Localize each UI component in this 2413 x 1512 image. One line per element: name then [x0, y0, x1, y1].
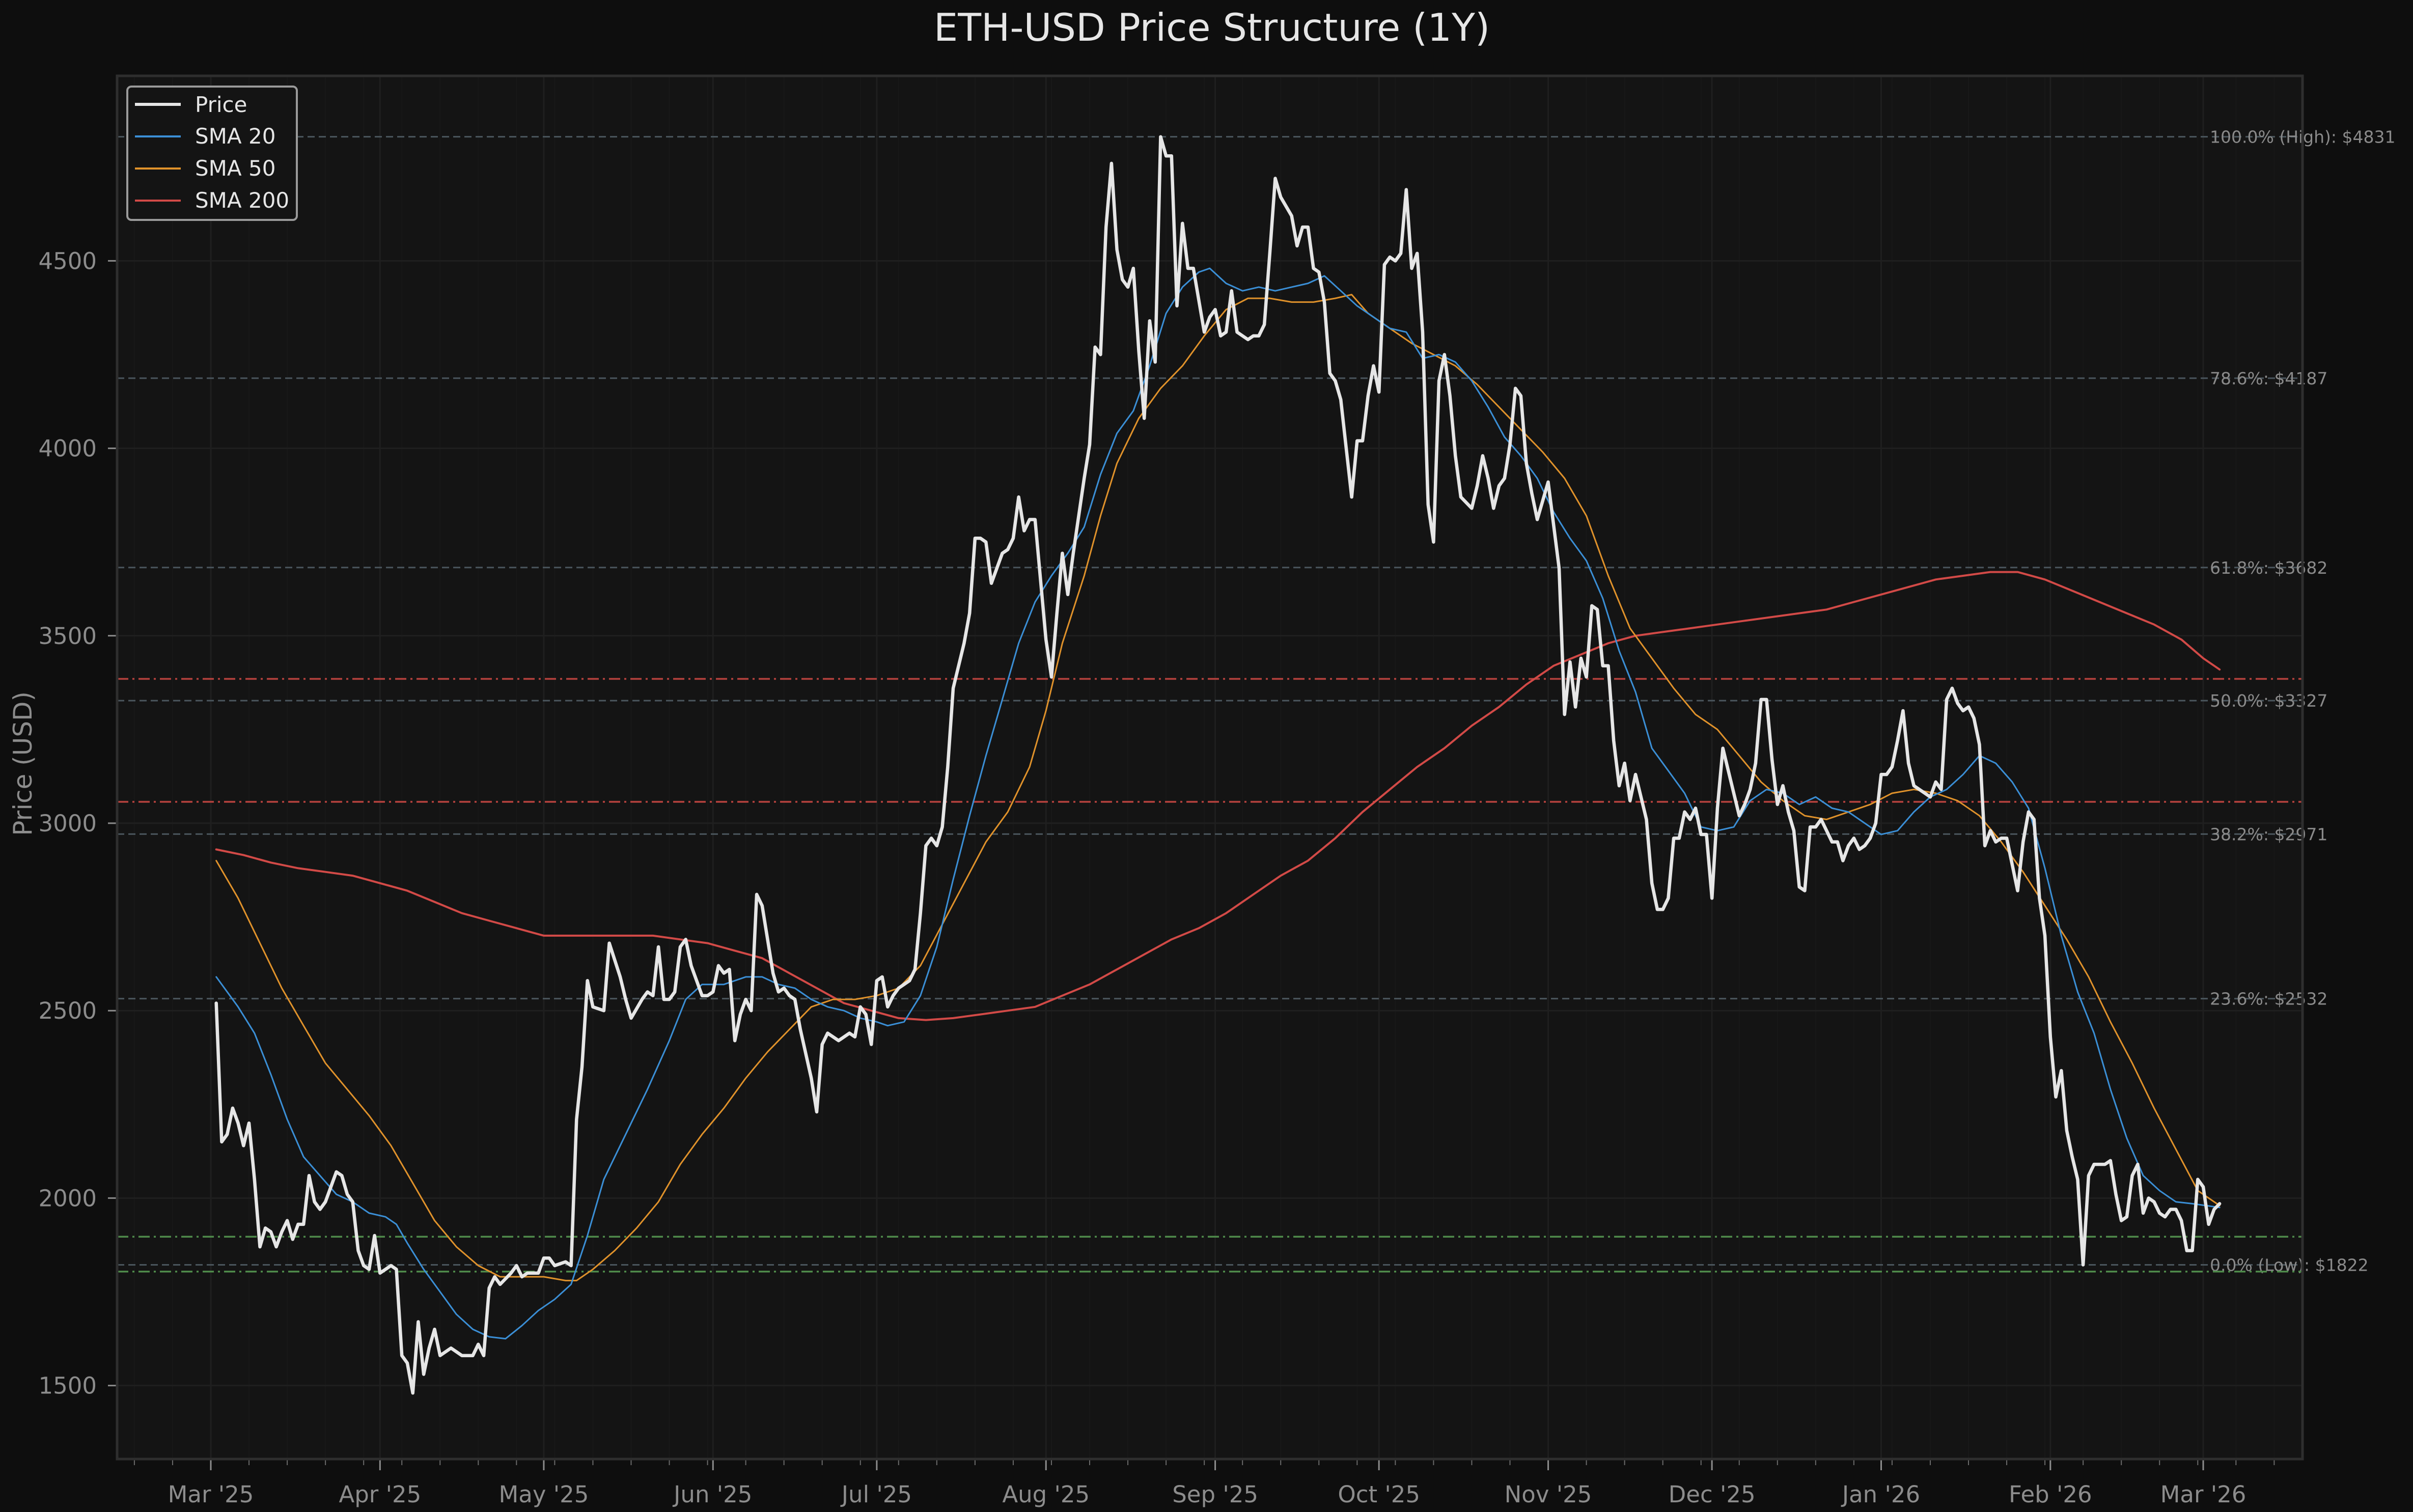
y-axis-label: Price (USD): [8, 691, 38, 836]
series-price: [214, 135, 2222, 1395]
x-tick-label: May '25: [498, 1481, 589, 1508]
legend: Price SMA 20 SMA 50 SMA 200: [126, 86, 298, 221]
x-tick-label: Aug '25: [1002, 1481, 1090, 1508]
x-tick-label: Mar '25: [168, 1481, 254, 1508]
legend-box: [126, 86, 298, 221]
legend-label-sma200: SMA 200: [195, 188, 289, 213]
legend-label-price: Price: [195, 92, 247, 117]
x-tick-label: Oct '25: [1338, 1481, 1420, 1508]
x-tick-label: Jul '25: [840, 1481, 912, 1508]
x-tick-label: Nov '25: [1505, 1481, 1592, 1508]
legend-label-sma50: SMA 50: [195, 156, 275, 181]
fib-level-label: 61.8%: $3682: [2210, 558, 2327, 578]
plot-frame: [116, 74, 2304, 1461]
plot-background: [117, 76, 2303, 1459]
x-tick-label: Mar '26: [2160, 1481, 2246, 1508]
x-tick-label: Jan '26: [1841, 1481, 1920, 1508]
y-tick-label: 4000: [38, 435, 97, 462]
x-tick-label: Dec '25: [1669, 1481, 1756, 1508]
y-tick-label: 3500: [38, 623, 97, 650]
series-sma-20: [215, 267, 2221, 1340]
fib-level-label: 50.0%: $3327: [2210, 691, 2327, 711]
plot-area: Mar '25 Apr '25 May '25 Jun '25 Jul '25 Aug '…: [38, 74, 2396, 1508]
x-tick-label: Feb '26: [2009, 1481, 2092, 1508]
legend-label-sma20: SMA 20: [195, 124, 275, 149]
y-tick-label: 4500: [38, 247, 97, 274]
y-tick-label: 2500: [38, 997, 97, 1024]
y-tick-label: 3000: [38, 810, 97, 837]
fib-level-label: 78.6%: $4187: [2210, 369, 2327, 388]
series-sma-200: [215, 571, 2221, 1021]
chart-title: ETH-USD Price Structure (1Y): [934, 5, 1490, 50]
x-tick-label: Sep '25: [1172, 1481, 1258, 1508]
x-tick-label: Apr '25: [339, 1481, 421, 1508]
y-tick-label: 1500: [38, 1373, 97, 1399]
fib-level-label: 0.0% (Low): $1822: [2210, 1255, 2369, 1275]
y-tick-label: 2000: [38, 1185, 97, 1212]
fib-level-label: 38.2%: $2971: [2210, 824, 2327, 844]
fib-level-label: 23.6%: $2532: [2210, 989, 2327, 1009]
x-tick-label: Jun '25: [672, 1481, 752, 1508]
